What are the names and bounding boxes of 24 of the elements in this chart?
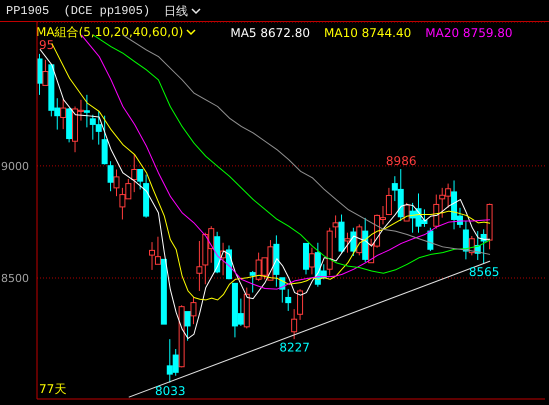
text: MA10 8744.40	[324, 26, 412, 40]
annotation: 95	[39, 38, 54, 52]
candlestick	[131, 154, 138, 193]
candlestick	[84, 94, 90, 128]
candlestick	[196, 240, 202, 292]
y-tick-label: 9000	[1, 160, 29, 173]
annotation: 8033	[154, 384, 186, 398]
text: MA20 8759.80	[425, 26, 513, 40]
candlestick	[149, 242, 156, 270]
candlestick	[113, 168, 120, 197]
chart-title: PP1905 (DCE pp1905)	[6, 4, 150, 18]
text: 日线	[164, 2, 188, 20]
y-tick-label: 8500	[1, 272, 29, 285]
candlestick	[344, 232, 350, 254]
candlestick	[308, 247, 315, 275]
candlestick	[220, 242, 226, 276]
candlestick	[332, 214, 339, 238]
candlestick	[273, 234, 280, 288]
text: MA5 8672.80	[230, 26, 310, 40]
annotation: 8986	[386, 154, 416, 168]
annotation: 8565	[468, 264, 500, 279]
candlestick	[285, 288, 292, 312]
annotation: 77天	[39, 381, 66, 398]
annotation: 8227	[279, 340, 310, 355]
